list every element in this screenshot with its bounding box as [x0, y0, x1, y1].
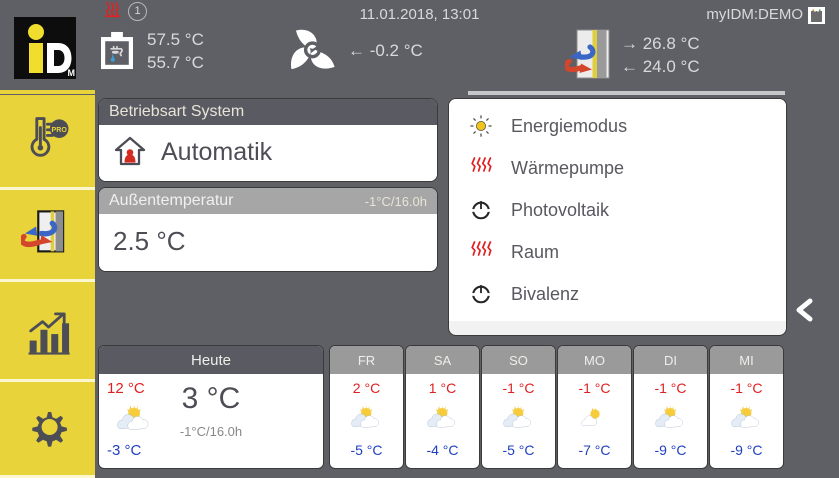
svg-text:PRO: PRO — [51, 127, 67, 134]
svg-text:M: M — [68, 68, 76, 78]
